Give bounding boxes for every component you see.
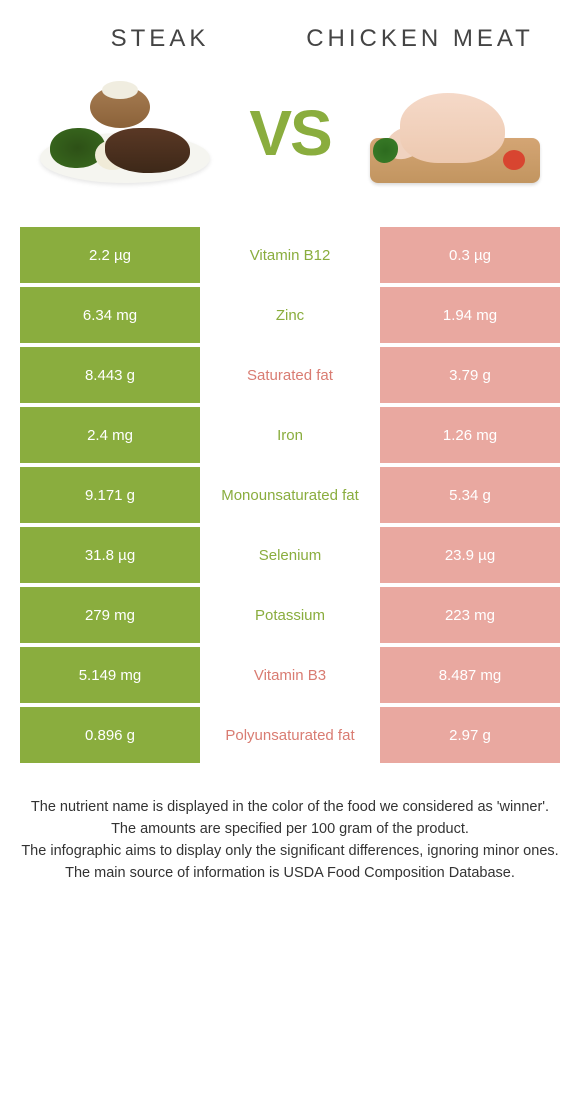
steak-value: 279 mg: [20, 587, 200, 643]
table-row: 0.896 gPolyunsaturated fat2.97 g: [20, 707, 560, 763]
chicken-value: 5.34 g: [380, 467, 560, 523]
vs-label: VS: [249, 96, 330, 170]
footer-notes: The nutrient name is displayed in the co…: [0, 767, 580, 884]
footer-line-1: The nutrient name is displayed in the co…: [15, 797, 565, 818]
nutrient-label: Saturated fat: [200, 347, 380, 403]
footer-line-4: The main source of information is USDA F…: [15, 863, 565, 884]
chicken-value: 0.3 µg: [380, 227, 560, 283]
nutrient-label: Monounsaturated fat: [200, 467, 380, 523]
comparison-table: 2.2 µgVitamin B120.3 µg6.34 mgZinc1.94 m…: [20, 223, 560, 767]
chicken-title: CHICKEN MEAT: [290, 25, 550, 53]
chicken-value: 3.79 g: [380, 347, 560, 403]
table-row: 6.34 mgZinc1.94 mg: [20, 287, 560, 343]
steak-image: [30, 73, 220, 193]
steak-value: 31.8 µg: [20, 527, 200, 583]
nutrient-label: Zinc: [200, 287, 380, 343]
table-row: 9.171 gMonounsaturated fat5.34 g: [20, 467, 560, 523]
chicken-image: [360, 73, 550, 193]
nutrient-label: Vitamin B12: [200, 227, 380, 283]
chicken-value: 8.487 mg: [380, 647, 560, 703]
images-row: VS: [0, 63, 580, 223]
nutrient-label: Vitamin B3: [200, 647, 380, 703]
nutrient-label: Iron: [200, 407, 380, 463]
steak-value: 2.2 µg: [20, 227, 200, 283]
table-row: 279 mgPotassium223 mg: [20, 587, 560, 643]
steak-title: STEAK: [30, 25, 290, 53]
table-row: 31.8 µgSelenium23.9 µg: [20, 527, 560, 583]
steak-value: 8.443 g: [20, 347, 200, 403]
table-row: 5.149 mgVitamin B38.487 mg: [20, 647, 560, 703]
table-row: 2.2 µgVitamin B120.3 µg: [20, 227, 560, 283]
steak-value: 9.171 g: [20, 467, 200, 523]
footer-line-2: The amounts are specified per 100 gram o…: [15, 819, 565, 840]
table-row: 2.4 mgIron1.26 mg: [20, 407, 560, 463]
chicken-value: 23.9 µg: [380, 527, 560, 583]
header-row: STEAK CHICKEN MEAT: [0, 0, 580, 63]
chicken-value: 1.26 mg: [380, 407, 560, 463]
nutrient-label: Potassium: [200, 587, 380, 643]
steak-value: 2.4 mg: [20, 407, 200, 463]
nutrient-label: Polyunsaturated fat: [200, 707, 380, 763]
steak-value: 6.34 mg: [20, 287, 200, 343]
nutrient-label: Selenium: [200, 527, 380, 583]
table-row: 8.443 gSaturated fat3.79 g: [20, 347, 560, 403]
chicken-value: 1.94 mg: [380, 287, 560, 343]
chicken-value: 223 mg: [380, 587, 560, 643]
footer-line-3: The infographic aims to display only the…: [15, 841, 565, 862]
steak-value: 0.896 g: [20, 707, 200, 763]
chicken-value: 2.97 g: [380, 707, 560, 763]
steak-value: 5.149 mg: [20, 647, 200, 703]
